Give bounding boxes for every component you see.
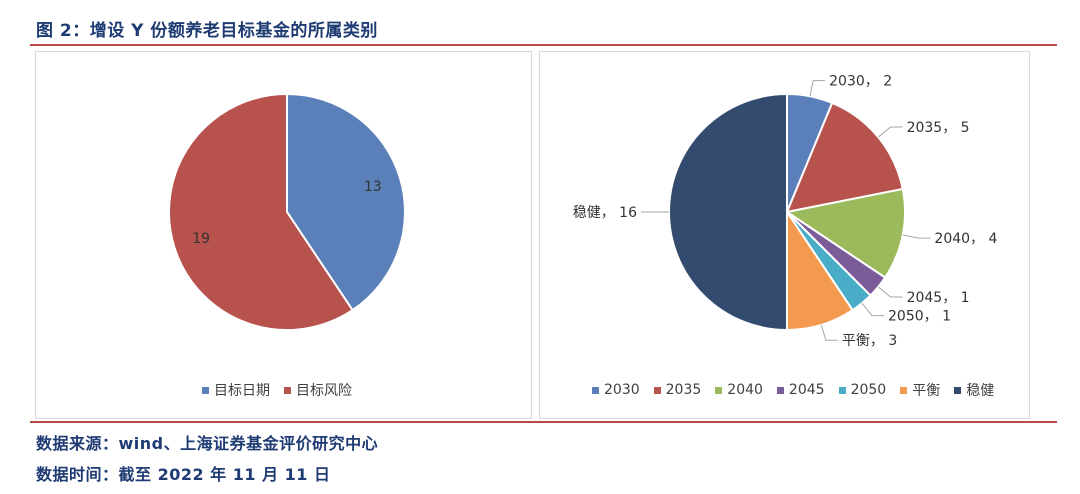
subcategory-leader-line-1: [877, 126, 903, 138]
subcategory-legend-label-5: 平衡: [912, 383, 941, 399]
subcategory-legend-item-2: 2040: [715, 380, 763, 400]
left-chart-panel: 13 19 目标日期 目标风险: [35, 51, 532, 419]
pie-chart-subcategory: 2030， 2 2035， 5 2040， 4 2045， 1 2050， 1 平衡， 3…: [573, 74, 998, 350]
subcategory-legend-item-5: 平衡: [900, 380, 940, 400]
category-data-label-1: 19: [192, 231, 210, 247]
top-divider: [30, 44, 1057, 46]
data-source: 数据来源：wind、上海证券基金评价研究中心: [36, 434, 379, 453]
subcategory-legend-label-0: 2030: [604, 382, 640, 398]
subcategory-data-label-5: 平衡， 3: [842, 333, 897, 349]
subcategory-slice-1: [785, 101, 904, 214]
subcategory-leader-line-4: [861, 302, 885, 317]
subcategory-legend-item-6: 稳健: [954, 380, 994, 400]
category-data-label-0: 13: [364, 179, 382, 195]
subcategory-legend-swatch-2: [715, 386, 723, 394]
subcategory-data-label-0: 2030， 2: [829, 74, 892, 90]
subcategory-legend-label-1: 2035: [665, 382, 702, 398]
bottom-divider: [30, 421, 1057, 423]
subcategory-legend-label-4: 2050: [850, 382, 887, 398]
subcategory-slice-6: [668, 92, 788, 332]
subcategory-data-label-1: 2035， 5: [907, 120, 970, 136]
subcategory-legend-swatch-5: [900, 386, 908, 394]
subcategory-legend-swatch-1: [653, 386, 661, 394]
subcategory-legend-swatch-0: [592, 386, 599, 394]
figure-title: 图 2：增设 Y 份额养老目标基金的所属类别: [36, 21, 378, 41]
category-legend-label-1: 目标风险: [296, 383, 352, 399]
subcategory-leader-line-3: [877, 286, 903, 298]
subcategory-data-label-4: 2050， 1: [888, 309, 951, 325]
subcategory-legend-swatch-6: [954, 386, 962, 394]
subcategory-slice-2: [784, 187, 906, 279]
subcategory-legend-label-2: 2040: [727, 382, 763, 398]
right-chart-panel: 2030， 2 2035， 5 2040， 4 2045， 1 2050， 1 平衡， 3…: [539, 51, 1030, 419]
subcategory-legend-swatch-3: [776, 386, 784, 394]
category-slice-1: [168, 92, 354, 331]
subcategory-legend-label-6: 稳健: [966, 383, 995, 399]
left-legend: 目标日期 目标风险: [202, 380, 352, 400]
data-date: 数据时间：截至 2022 年 11 月 11 日: [36, 465, 331, 484]
category-legend-swatch-0: [202, 386, 209, 394]
pie-chart-category: 13 19: [168, 92, 406, 331]
subcategory-leader-line-2: [902, 234, 931, 239]
subcategory-data-label-3: 2045， 1: [907, 290, 970, 306]
subcategory-data-label-6: 稳健， 16: [573, 205, 637, 221]
category-legend-swatch-1: [284, 386, 291, 394]
subcategory-legend-item-1: 2035: [653, 380, 702, 400]
subcategory-leader-line-5: [820, 324, 838, 341]
subcategory-legend-item-0: 2030: [592, 380, 640, 400]
category-legend-item-0: 目标日期: [202, 380, 270, 400]
subcategory-legend-item-3: 2045: [776, 380, 825, 400]
category-legend-item-1: 目标风险: [284, 380, 352, 400]
subcategory-legend-item-4: 2050: [838, 380, 887, 400]
right-legend: 2030 2035 2040 2045 2050 平衡 稳健: [592, 380, 994, 400]
subcategory-legend-label-3: 2045: [788, 382, 825, 398]
category-legend-label-0: 目标日期: [214, 383, 270, 399]
subcategory-data-label-2: 2040， 4: [934, 231, 997, 247]
subcategory-leader-line-0: [809, 80, 826, 97]
subcategory-legend-swatch-4: [838, 386, 846, 394]
